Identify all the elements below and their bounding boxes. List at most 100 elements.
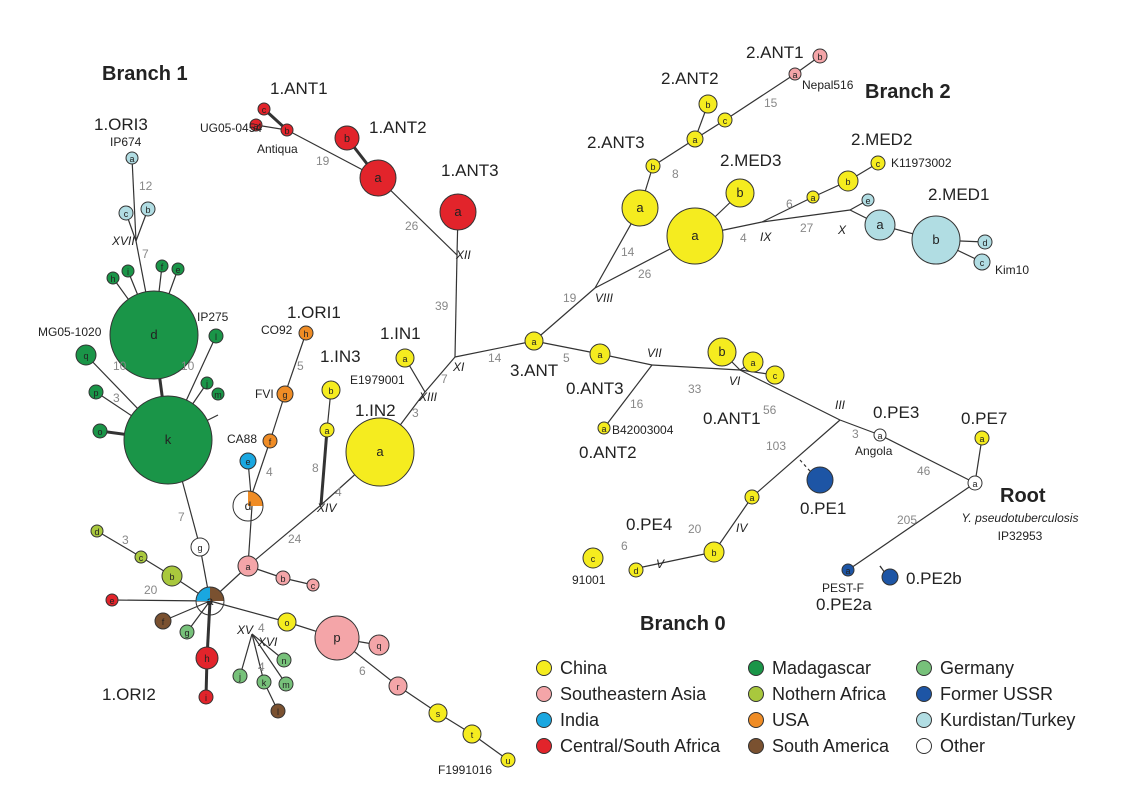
edge-label: 39 [435, 299, 449, 313]
edge [454, 254, 458, 358]
node [275, 570, 291, 586]
strain-label: PEST-F [822, 581, 864, 595]
node-letter: d [982, 238, 987, 248]
node-letter: o [97, 427, 102, 437]
group-label: 0.ANT2 [579, 443, 637, 462]
edge [249, 440, 271, 501]
legend-item: Germany [916, 655, 1014, 681]
group-label: 0.PE7 [961, 409, 1007, 428]
strain-label: Kim10 [995, 263, 1029, 277]
edge [181, 479, 201, 548]
strain-label: K11973002 [891, 156, 952, 170]
legend: China Southeastern Asia India Central/South… [536, 655, 1096, 765]
edge-label: 6 [621, 539, 628, 553]
node [298, 325, 314, 341]
edge [251, 633, 287, 685]
node [125, 151, 139, 165]
node-letter: g [282, 390, 287, 400]
branch-0-title: Branch 0 [640, 613, 726, 635]
node-letter: a [129, 154, 134, 164]
node [881, 568, 899, 586]
legend-swatch [536, 686, 552, 702]
node [239, 452, 257, 470]
node-letter: a [374, 170, 382, 185]
edge-label: 26 [638, 267, 652, 281]
strain-label: B42003004 [612, 423, 674, 437]
edge-label: 19 [563, 291, 577, 305]
strain-label: CO92 [261, 323, 293, 337]
legend-swatch [748, 712, 764, 728]
node [788, 67, 802, 81]
edge-label: 8 [312, 461, 319, 475]
node [106, 271, 120, 285]
node [198, 689, 214, 705]
strain-label: Nepal516 [802, 78, 854, 92]
legend-label: Germany [940, 657, 1015, 678]
edge [879, 434, 976, 484]
group-label: 2.MED1 [928, 185, 989, 204]
node-letter: u [505, 756, 510, 766]
edge [111, 599, 211, 602]
node [105, 593, 119, 607]
group-label: 2.MED3 [720, 151, 781, 170]
edge [651, 364, 741, 371]
group-label: 1.IN1 [380, 324, 421, 343]
node-letter: a [749, 493, 754, 503]
node-letter: b [711, 548, 716, 558]
node [278, 676, 294, 692]
node [462, 724, 482, 744]
node [90, 524, 104, 538]
node-letter: a [845, 566, 850, 576]
node [345, 417, 415, 487]
group-label: 0.PE3 [873, 403, 919, 422]
legend-swatch [536, 712, 552, 728]
group-label: 3.ANT [510, 361, 558, 380]
node-letter: a [750, 358, 755, 368]
edge-label: 3 [122, 533, 129, 547]
edge-label: 7 [142, 247, 149, 261]
node [123, 395, 213, 485]
node-letter: c [723, 116, 728, 126]
edge-label: 6 [786, 197, 793, 211]
node [666, 207, 724, 265]
node [257, 102, 271, 116]
node [88, 384, 104, 400]
group-label: 1.ORI3 [94, 115, 148, 134]
node [134, 550, 148, 564]
node [359, 159, 397, 197]
node [319, 422, 335, 438]
edge [533, 340, 601, 355]
legend-label: USA [772, 709, 810, 730]
thick-edge [319, 429, 329, 506]
edge-label: 7 [441, 372, 448, 386]
node [121, 264, 135, 278]
legend-swatch [748, 686, 764, 702]
node [500, 752, 516, 768]
legend-item: Other [916, 733, 985, 759]
roman-label: IV [736, 521, 748, 535]
node [161, 565, 183, 587]
roman-label: IX [760, 230, 772, 244]
edge [251, 633, 265, 683]
node-letter: a [597, 350, 602, 360]
legend-label: Nothern Africa [772, 683, 887, 704]
node-letter: b [280, 574, 285, 584]
node-segment [248, 491, 263, 506]
node [321, 380, 341, 400]
strain-label: 91001 [572, 573, 606, 587]
edge-label: 5 [563, 351, 570, 365]
node [195, 586, 225, 616]
edge [739, 369, 841, 421]
group-label: 0.PE4 [626, 515, 672, 534]
group-label: 1.ANT3 [441, 161, 499, 180]
node [334, 125, 360, 151]
node-letter: e [245, 457, 250, 467]
node-letter: d [245, 499, 252, 513]
tree-labels: d a Branch 1 Branch 2 Branch 0 Root Y. pseudot… [38, 43, 1078, 777]
node-letter: a [691, 228, 699, 243]
legend-swatch [748, 738, 764, 754]
group-label: 0.PE2b [906, 569, 962, 588]
node-letter: c [311, 581, 316, 591]
